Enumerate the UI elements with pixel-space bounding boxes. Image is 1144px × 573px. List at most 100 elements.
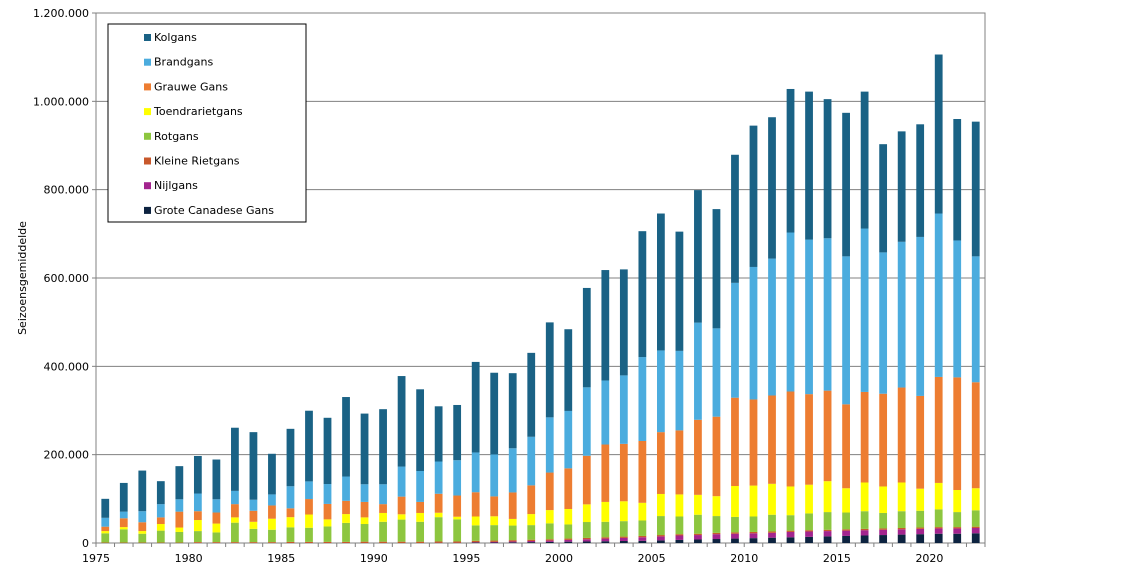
bar-segment <box>342 397 350 477</box>
bar-segment <box>638 535 647 538</box>
bar-segment <box>193 531 202 543</box>
bar-segment <box>768 514 776 532</box>
bar-segment <box>545 417 554 473</box>
bar-segment <box>193 511 202 521</box>
bar-segment <box>249 542 258 543</box>
bar-segment <box>268 518 276 530</box>
bar-segment <box>823 531 832 537</box>
bar-segment <box>934 54 943 214</box>
bar-segment <box>657 536 665 541</box>
bar-segment <box>416 389 425 472</box>
bar-segment <box>675 494 684 517</box>
bar-segment <box>601 521 610 538</box>
bar-segment <box>953 528 962 534</box>
bar-segment <box>212 523 221 533</box>
legend-label: Kolgans <box>154 31 197 44</box>
bar-segment <box>805 531 813 537</box>
bar-segment <box>805 91 813 240</box>
bar-segment <box>508 492 517 519</box>
bar-segment <box>193 520 202 532</box>
bar-segment <box>897 241 906 388</box>
x-tick-label: 1995 <box>452 552 480 565</box>
bar-segment <box>619 269 628 376</box>
bar-segment <box>268 529 276 543</box>
bar-segment <box>657 213 665 351</box>
bar-segment <box>231 522 239 543</box>
bar-segment <box>434 541 443 543</box>
bar-segment <box>638 540 647 543</box>
bar-segment <box>508 541 517 543</box>
x-tick-label: 2020 <box>915 552 943 565</box>
bar-segment <box>657 516 665 536</box>
bar-segment <box>119 527 128 530</box>
bar-segment <box>231 504 239 518</box>
bar-segment <box>619 375 628 444</box>
bar-segment <box>582 537 591 540</box>
bar-segment <box>564 539 573 542</box>
bar-segment <box>564 508 573 525</box>
bar-segment <box>305 499 313 515</box>
bar-segment <box>490 372 499 455</box>
bar-segment <box>397 376 406 467</box>
bar-segment <box>675 350 684 431</box>
bar-segment <box>323 503 332 520</box>
legend-swatch <box>144 34 151 41</box>
bar-segment <box>768 531 776 533</box>
bar-segment <box>897 527 906 530</box>
bar-segment <box>860 530 869 536</box>
y-tick-label: 1.000.000 <box>33 95 89 108</box>
bar-segment <box>823 390 832 482</box>
bar-segment <box>527 514 536 526</box>
bar-segment <box>434 493 443 513</box>
y-axis-label: Seizoensgemiddelde <box>16 221 29 335</box>
bar-segment <box>175 527 184 532</box>
bar-segment <box>879 144 888 253</box>
bar-segment <box>768 537 776 543</box>
y-tick-label: 400.000 <box>44 360 90 373</box>
bar-segment <box>897 131 906 242</box>
bar-segment <box>249 499 258 511</box>
bar-segment <box>971 382 980 489</box>
bar-segment <box>916 488 925 511</box>
bar-segment <box>471 452 480 493</box>
bar-segment <box>879 486 888 513</box>
bar-segment <box>823 536 832 544</box>
bar-segment <box>527 541 536 543</box>
bar-segment <box>749 531 758 534</box>
bar-segment <box>619 501 628 522</box>
bar-segment <box>860 228 869 392</box>
bar-segment <box>638 520 647 536</box>
bar-segment <box>564 468 573 509</box>
bar-segment <box>453 460 462 496</box>
bar-segment <box>175 499 184 512</box>
bar-segment <box>694 190 702 323</box>
bar-segment <box>731 397 739 487</box>
bar-segment <box>212 459 221 500</box>
bar-segment <box>842 529 850 531</box>
bar-segment <box>916 124 925 237</box>
bar-segment <box>416 512 425 522</box>
bar-segment <box>379 409 387 485</box>
bar-segment <box>731 516 739 533</box>
bar-segment <box>934 482 943 510</box>
bar-segment <box>860 511 869 529</box>
bar-segment <box>564 524 573 539</box>
legend-swatch <box>144 182 151 190</box>
bar-segment <box>212 499 221 513</box>
bar-segment <box>342 541 350 543</box>
bar-segment <box>416 541 425 543</box>
bar-segment <box>582 522 591 538</box>
bar-segment <box>305 410 313 482</box>
bar-segment <box>342 500 350 515</box>
bar-segment <box>897 511 906 528</box>
bar-segment <box>934 509 943 528</box>
bar-segment <box>731 486 739 517</box>
bar-segment <box>657 493 665 517</box>
bar-segment <box>119 529 128 543</box>
bar-segment <box>619 521 628 537</box>
bar-segment <box>712 328 721 417</box>
bar-segment <box>249 521 258 529</box>
bar-segment <box>786 537 795 543</box>
legend: Kolgans Brandgans Grauwe Gans Toendrarietga… <box>107 23 307 223</box>
bar-segment <box>731 282 739 398</box>
